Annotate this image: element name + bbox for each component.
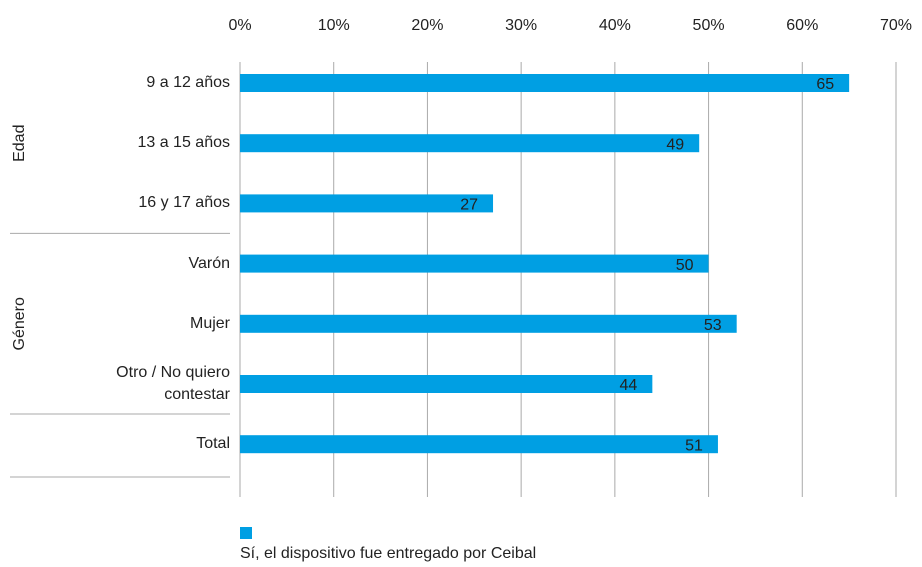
x-tick-label: 40% — [599, 17, 631, 34]
x-tick-label: 30% — [505, 17, 537, 34]
x-tick-label: 70% — [880, 17, 912, 34]
bar — [240, 254, 709, 273]
category-label: Total — [196, 435, 230, 453]
data-label: 65 — [816, 76, 834, 93]
bar — [240, 435, 718, 454]
x-tick-label: 20% — [411, 17, 443, 34]
legend-swatch — [240, 527, 252, 539]
bar — [240, 194, 494, 213]
x-tick-label: 0% — [228, 17, 251, 34]
group-label: Edad — [11, 125, 28, 162]
data-label: 44 — [620, 377, 638, 394]
category-label: Otro / No quiero contestar — [116, 364, 230, 403]
x-tick-label: 10% — [318, 17, 350, 34]
x-tick-label: 50% — [693, 17, 725, 34]
bar — [240, 74, 850, 92]
bar — [240, 375, 653, 393]
data-label: 50 — [676, 257, 694, 274]
category-label: 16 y 17 años — [138, 194, 230, 212]
category-label: Mujer — [189, 314, 230, 332]
group-label: Género — [11, 297, 28, 350]
data-label: 51 — [685, 437, 703, 454]
category-label: 13 a 15 años — [137, 134, 230, 152]
legend-label: Sí, el dispositivo fue entregado por Cei… — [240, 545, 536, 562]
x-tick-label: 60% — [786, 17, 818, 34]
data-label: 53 — [704, 317, 722, 334]
bar — [240, 134, 700, 153]
category-label: 9 a 12 años — [146, 74, 230, 91]
category-label: Varón — [188, 254, 230, 272]
data-label: 27 — [460, 197, 478, 214]
bar — [240, 314, 737, 333]
data-label: 49 — [666, 136, 684, 153]
